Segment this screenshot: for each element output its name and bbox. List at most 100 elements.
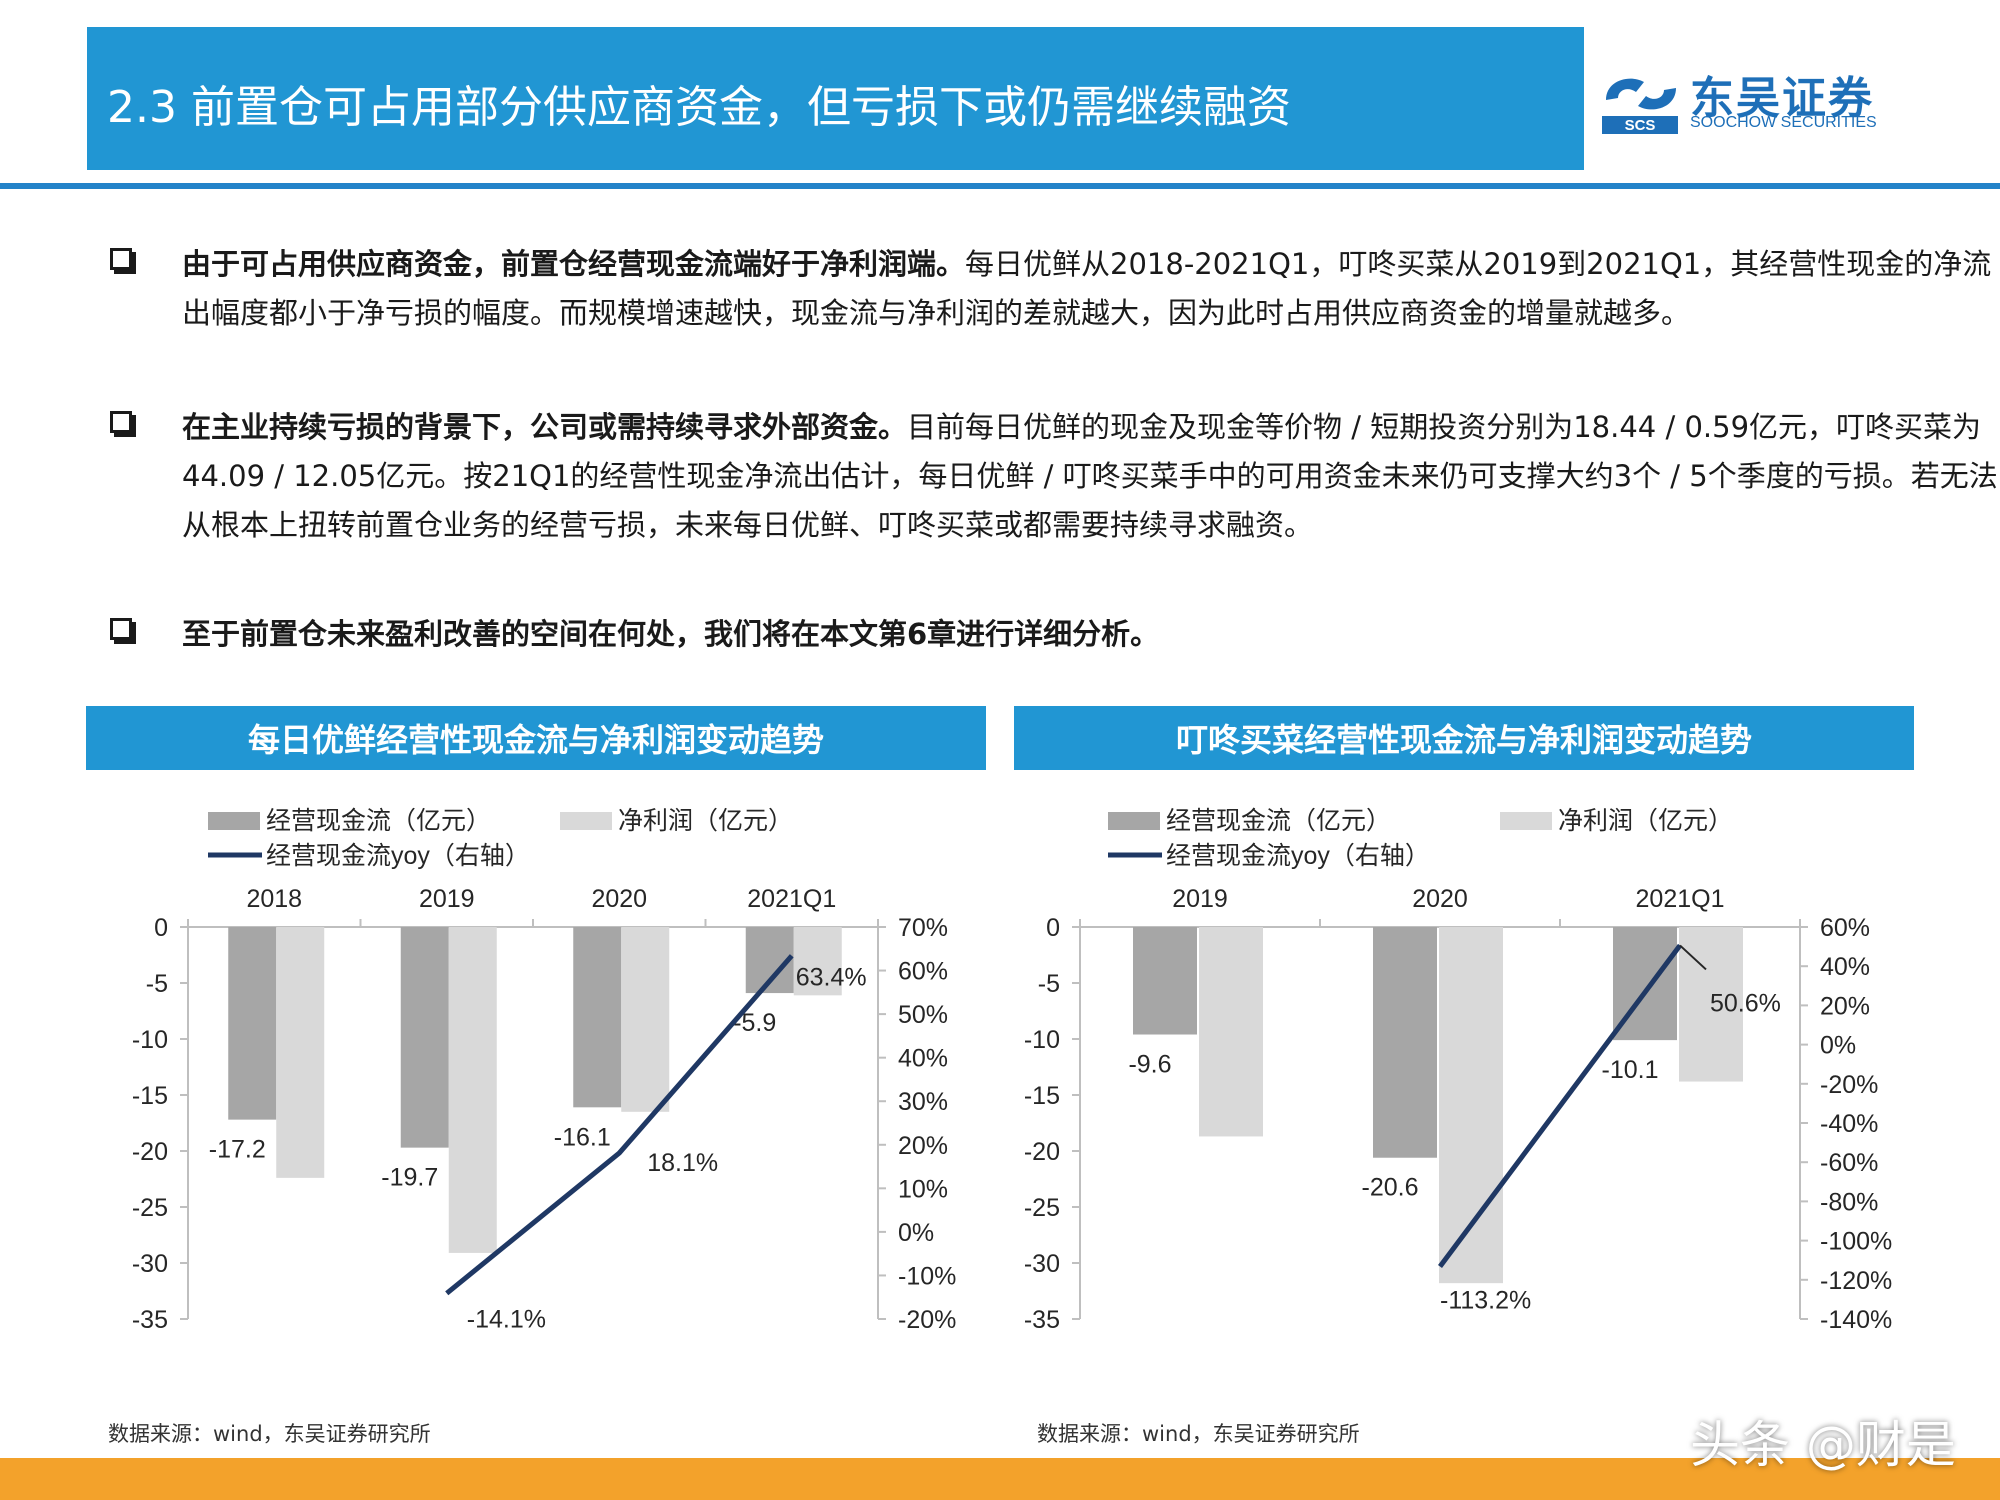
- legend-swatch-net-profit: [560, 812, 612, 830]
- legend-label-cashflow: 经营现金流（亿元）: [1166, 807, 1391, 835]
- y2-tick-label: -100%: [1820, 1228, 1892, 1256]
- yoy-value-label: 50.6%: [1710, 989, 1781, 1017]
- watermark: 头条 @财是: [1690, 1416, 1956, 1474]
- bar-value-label: -10.1: [1602, 1056, 1659, 1084]
- category-label: 2019: [419, 885, 475, 913]
- logo-en-text: SOOCHOW SECURITIES: [1690, 114, 1877, 131]
- bar-cashflow: [400, 927, 449, 1148]
- y2-tick-label: 30%: [898, 1088, 948, 1116]
- yoy-value-label: -113.2%: [1440, 1286, 1531, 1314]
- yoy-value-label: 63.4%: [796, 964, 867, 992]
- y-tick-label: -5: [1038, 970, 1060, 998]
- logo-mark-text: SCS: [1625, 117, 1656, 134]
- y2-tick-label: -80%: [1820, 1188, 1878, 1216]
- source-note: 数据来源：wind，东吴证券研究所: [108, 1422, 431, 1446]
- y2-tick-label: 0%: [1820, 1032, 1856, 1060]
- y-tick-label: -15: [1024, 1082, 1060, 1110]
- legend-swatch-cashflow: [1108, 812, 1160, 830]
- category-label: 2019: [1172, 885, 1228, 913]
- y2-tick-label: 20%: [898, 1132, 948, 1160]
- bar-net-profit: [276, 927, 325, 1178]
- bar-net-profit: [1439, 927, 1503, 1284]
- y-tick-label: -25: [132, 1194, 168, 1222]
- y2-tick-label: 0%: [898, 1219, 934, 1247]
- source-note: 数据来源：wind，东吴证券研究所: [1037, 1422, 1360, 1446]
- yoy-line: [445, 954, 794, 1296]
- bar-value-label: -19.7: [381, 1164, 438, 1192]
- yoy-value-label: 18.1%: [647, 1149, 718, 1177]
- y2-tick-label: -60%: [1820, 1149, 1878, 1177]
- y-tick-label: -10: [1024, 1026, 1060, 1054]
- y2-tick-label: -40%: [1820, 1110, 1878, 1138]
- bar-value-label: -9.6: [1128, 1051, 1171, 1079]
- y2-tick-label: -20%: [898, 1306, 956, 1334]
- logo-cn-text: 东吴证券: [1690, 73, 1874, 124]
- y-tick-label: -30: [132, 1250, 168, 1278]
- y-tick-label: -30: [1024, 1250, 1060, 1278]
- bar-net-profit: [621, 927, 670, 1112]
- bullet-lead: 在主业持续亏损的背景下，公司或需持续寻求外部资金。: [182, 410, 908, 444]
- bullet-text: 由于可占用供应商资金，前置仓经营现金流端好于净利润端。每日优鲜从2018-202…: [182, 240, 2000, 338]
- y2-tick-label: 40%: [898, 1045, 948, 1073]
- category-label: 2018: [246, 885, 302, 913]
- bar-cashflow: [228, 927, 277, 1120]
- y-tick-label: -5: [146, 970, 168, 998]
- header-divider: [0, 183, 2000, 189]
- category-label: 2020: [591, 885, 647, 913]
- bullet-text: 至于前置仓未来盈利改善的空间在何处，我们将在本文第6章进行详细分析。: [182, 610, 2000, 659]
- legend-label-net-profit: 净利润（亿元）: [1558, 807, 1733, 835]
- bullet-lead: 至于前置仓未来盈利改善的空间在何处，我们将在本文第6章进行详细分析。: [182, 617, 1160, 651]
- y2-tick-label: 70%: [898, 914, 948, 942]
- y-tick-label: 0: [154, 914, 168, 942]
- legend-swatch-net-profit: [1500, 812, 1552, 830]
- bar-cashflow: [1373, 927, 1437, 1158]
- chart-title: 每日优鲜经营性现金流与净利润变动趋势: [86, 706, 986, 770]
- yoy-label-leader: [1679, 944, 1707, 971]
- bar-value-label: -16.1: [554, 1123, 611, 1151]
- legend-swatch-cashflow: [208, 812, 260, 830]
- bar-value-label: -20.6: [1362, 1174, 1419, 1202]
- logo-icon: SCS: [1602, 78, 1678, 134]
- y2-tick-label: 40%: [1820, 953, 1870, 981]
- y2-tick-label: -20%: [1820, 1071, 1878, 1099]
- bar-net-profit: [1199, 927, 1263, 1137]
- bar-cashflow: [1133, 927, 1197, 1035]
- y-tick-label: -20: [132, 1138, 168, 1166]
- bullet-body: 目前每日优鲜的现金及现金等价物 / 短期投资分别为18.44 / 0.59亿元，…: [182, 410, 1998, 542]
- bar-value-label: -17.2: [209, 1136, 266, 1164]
- checkbox-bullet-icon: [110, 618, 132, 640]
- chart-dingdong: 经营现金流（亿元） 净利润（亿元） 经营现金流yoy（右轴） 2019 2020 2021…: [1024, 807, 1892, 1334]
- title-bar: 2.3 前置仓可占用部分供应商资金，但亏损下或仍需继续融资: [87, 27, 1584, 170]
- bar-net-profit: [793, 927, 842, 996]
- y-tick-label: -15: [132, 1082, 168, 1110]
- chart-title: 叮咚买菜经营性现金流与净利润变动趋势: [1014, 706, 1914, 770]
- bar-net-profit: [1679, 927, 1743, 1082]
- y2-tick-label: -10%: [898, 1262, 956, 1290]
- y2-tick-label: 60%: [1820, 914, 1870, 942]
- y-tick-label: -35: [132, 1306, 168, 1334]
- company-logo: SCS 东吴证券 SOOCHOW SECURITIES: [1600, 62, 1900, 142]
- bar-net-profit: [448, 927, 497, 1253]
- y-tick-label: -10: [132, 1026, 168, 1054]
- yoy-line: [1437, 943, 1683, 1268]
- legend-label-yoy: 经营现金流yoy（右轴）: [266, 842, 530, 870]
- category-label: 2021Q1: [1636, 885, 1725, 913]
- page-title: 2.3 前置仓可占用部分供应商资金，但亏损下或仍需继续融资: [107, 82, 1291, 133]
- y-tick-label: -20: [1024, 1138, 1060, 1166]
- y2-tick-label: -140%: [1820, 1306, 1892, 1334]
- y2-tick-label: 20%: [1820, 992, 1870, 1020]
- checkbox-bullet-icon: [110, 248, 132, 270]
- bullet-text: 在主业持续亏损的背景下，公司或需持续寻求外部资金。目前每日优鲜的现金及现金等价物…: [182, 403, 2000, 550]
- category-label: 2021Q1: [747, 885, 836, 913]
- y2-tick-label: 10%: [898, 1175, 948, 1203]
- bar-cashflow: [573, 927, 622, 1108]
- y2-tick-label: 50%: [898, 1001, 948, 1029]
- y-tick-label: -25: [1024, 1194, 1060, 1222]
- legend-label-yoy: 经营现金流yoy（右轴）: [1166, 842, 1430, 870]
- legend-label-cashflow: 经营现金流（亿元）: [266, 807, 491, 835]
- chart-daily-fresh: 经营现金流（亿元） 净利润（亿元） 经营现金流yoy（右轴） 2018 2019 2020…: [132, 807, 957, 1334]
- y2-tick-label: 60%: [898, 958, 948, 986]
- y-tick-label: 0: [1046, 914, 1060, 942]
- y-tick-label: -35: [1024, 1306, 1060, 1334]
- checkbox-bullet-icon: [110, 411, 132, 433]
